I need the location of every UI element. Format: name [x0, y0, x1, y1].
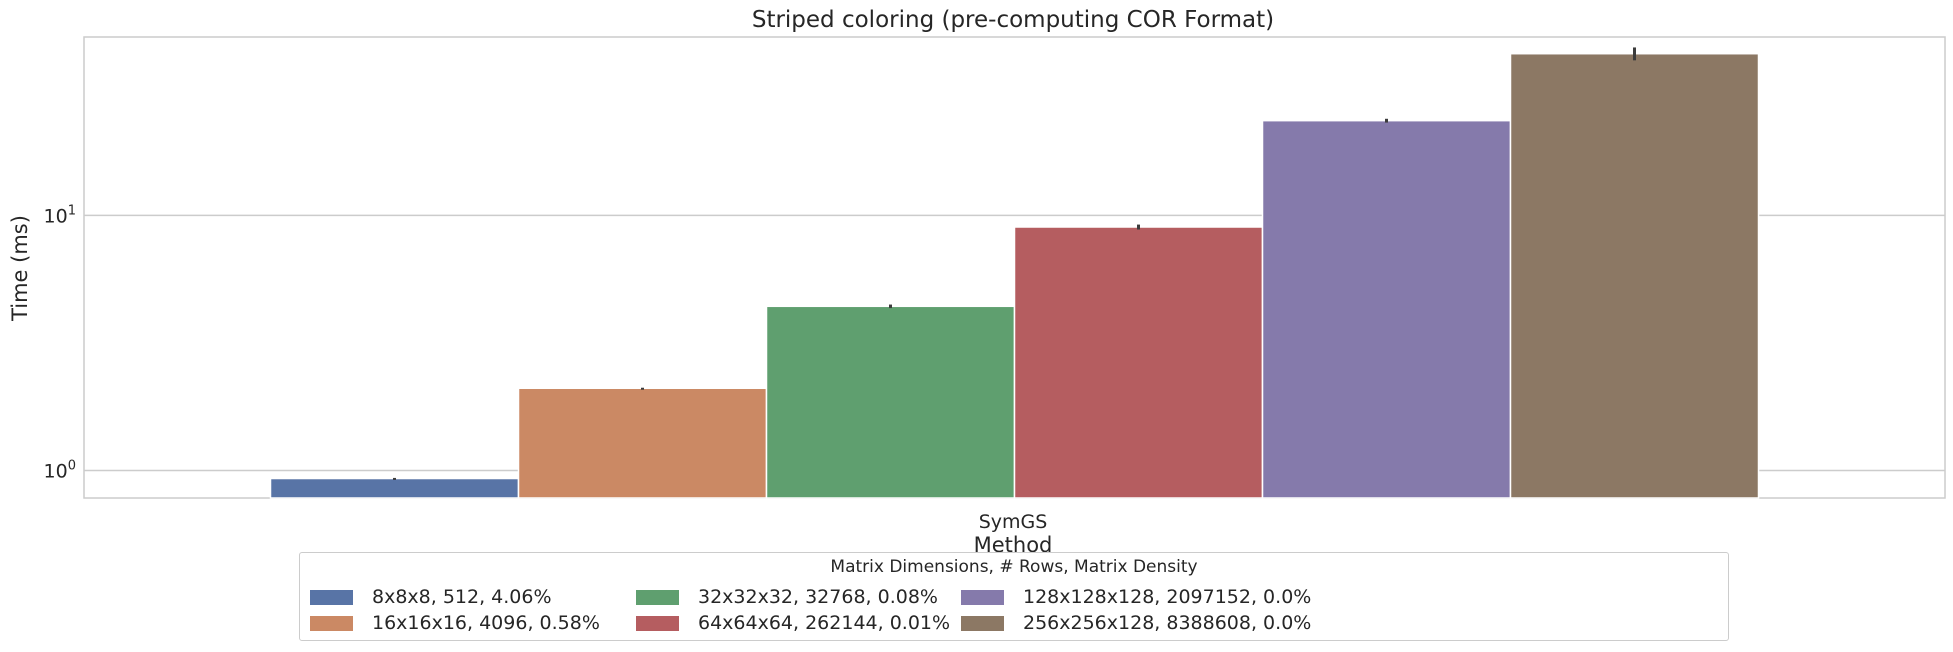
y-tick-label: 101 — [44, 203, 76, 227]
bar — [269, 477, 520, 499]
legend-title: Matrix Dimensions, # Rows, Matrix Densit… — [830, 557, 1198, 577]
bar — [517, 387, 768, 499]
x-tick-label: SymGS — [979, 511, 1048, 533]
bar — [1509, 52, 1760, 499]
legend-item: 64x64x64, 262144, 0.01% — [636, 611, 950, 635]
legend-swatch — [310, 615, 353, 631]
bars — [269, 52, 1760, 499]
legend-label: 256x256x128, 8388608, 0.0% — [1023, 612, 1312, 634]
bar — [765, 305, 1016, 499]
legend-swatch — [310, 589, 353, 605]
legend-label: 8x8x8, 512, 4.06% — [372, 586, 552, 608]
legend-label: 32x32x32, 32768, 0.08% — [698, 586, 938, 608]
legend-item: 256x256x128, 8388608, 0.0% — [961, 611, 1311, 635]
bar — [1013, 226, 1264, 499]
chart-title: Striped coloring (pre-computing COR Form… — [752, 7, 1274, 33]
legend: Matrix Dimensions, # Rows, Matrix Densit… — [299, 552, 1729, 641]
y-axis-label: Time (ms) — [8, 215, 32, 322]
legend-item: 16x16x16, 4096, 0.58% — [310, 611, 600, 635]
legend-label: 16x16x16, 4096, 0.58% — [372, 612, 600, 634]
error-bars — [393, 47, 1636, 480]
y-tick-labels: 100 101 — [44, 203, 76, 482]
legend-swatch — [636, 615, 679, 631]
y-tick-label: 100 — [44, 458, 76, 482]
legend-label: 128x128x128, 2097152, 0.0% — [1023, 586, 1312, 608]
legend-item: 128x128x128, 2097152, 0.0% — [961, 585, 1311, 609]
bar — [1261, 119, 1512, 499]
legend-swatch — [961, 589, 1004, 605]
legend-swatch — [636, 589, 679, 605]
legend-item: 32x32x32, 32768, 0.08% — [636, 585, 938, 609]
legend-item: 8x8x8, 512, 4.06% — [310, 585, 552, 609]
legend-label: 64x64x64, 262144, 0.01% — [698, 612, 951, 634]
legend-swatch — [961, 615, 1004, 631]
